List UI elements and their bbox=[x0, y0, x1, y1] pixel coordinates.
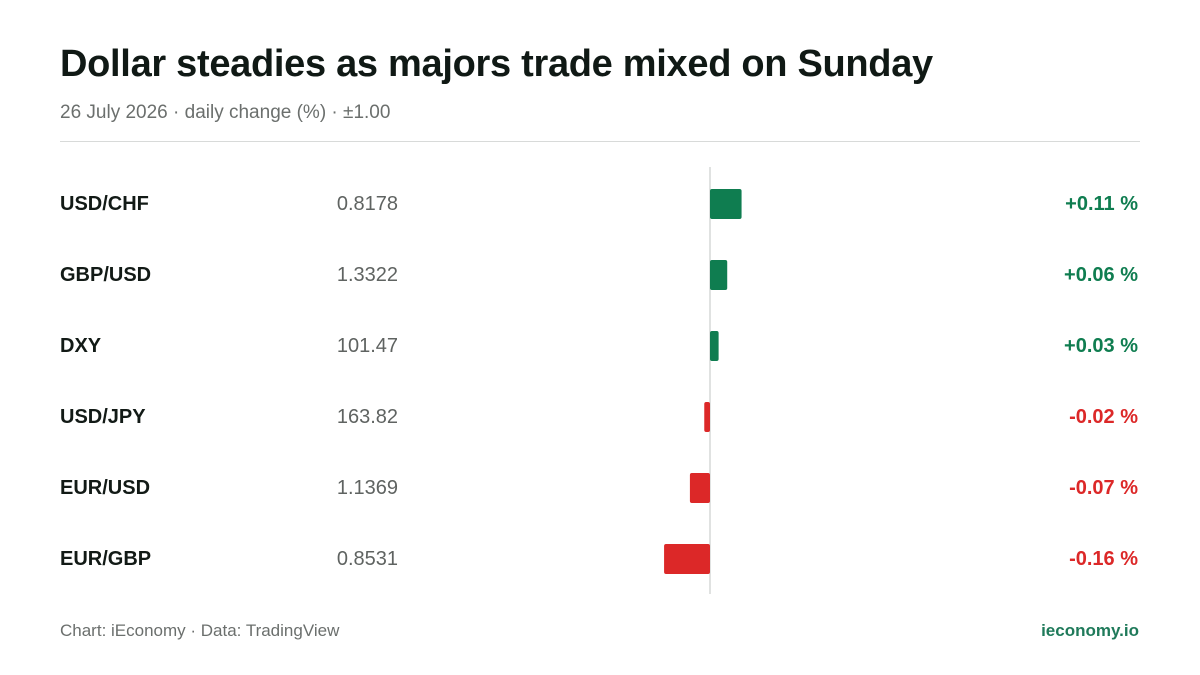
change-label: +0.06 % bbox=[1064, 264, 1138, 286]
change-label: +0.11 % bbox=[1065, 193, 1138, 215]
header-divider bbox=[60, 141, 1140, 142]
change-bar bbox=[689, 473, 710, 503]
change-label: -0.16 % bbox=[1069, 548, 1138, 570]
change-label: -0.07 % bbox=[1069, 477, 1138, 499]
chart-title: Dollar steadies as majors trade mixed on… bbox=[60, 43, 933, 85]
row-usd-jpy: USD/JPY 163.82 -0.02 % bbox=[60, 402, 1138, 432]
row-eur-gbp: EUR/GBP 0.8531 -0.16 % bbox=[60, 544, 1138, 574]
change-label: +0.03 % bbox=[1064, 335, 1138, 357]
change-label: -0.02 % bbox=[1069, 406, 1138, 428]
price-value: 163.82 bbox=[337, 406, 398, 428]
pair-label: DXY bbox=[60, 335, 102, 357]
row-usd-chf: USD/CHF 0.8178 +0.11 % bbox=[60, 189, 1138, 219]
footer-source: Chart: iEconomy · Data: TradingView bbox=[60, 621, 340, 640]
chart-rows: USD/CHF 0.8178 +0.11 % GBP/USD 1.3322 +0.06 %… bbox=[60, 189, 1138, 574]
pair-label: EUR/GBP bbox=[60, 548, 151, 570]
row-eur-usd: EUR/USD 1.1369 -0.07 % bbox=[60, 473, 1138, 503]
price-value: 1.1369 bbox=[337, 477, 398, 499]
pair-label: EUR/USD bbox=[60, 477, 150, 499]
change-bar bbox=[710, 260, 728, 290]
pair-label: USD/CHF bbox=[60, 193, 149, 215]
pair-label: GBP/USD bbox=[60, 264, 151, 286]
price-value: 101.47 bbox=[337, 335, 398, 357]
change-bar bbox=[704, 402, 710, 432]
price-value: 1.3322 bbox=[337, 264, 398, 286]
footer-brand-link[interactable]: ieconomy.io bbox=[1041, 621, 1139, 640]
row-dxy: DXY 101.47 +0.03 % bbox=[60, 331, 1138, 361]
pair-label: USD/JPY bbox=[60, 406, 146, 428]
price-value: 0.8531 bbox=[337, 548, 398, 570]
change-bar bbox=[710, 331, 719, 361]
price-value: 0.8178 bbox=[337, 193, 398, 215]
row-gbp-usd: GBP/USD 1.3322 +0.06 % bbox=[60, 260, 1138, 290]
chart-subtitle: 26 July 2026 · daily change (%) · ±1.00 bbox=[60, 102, 391, 123]
change-bar bbox=[710, 189, 742, 219]
change-bar bbox=[664, 544, 710, 574]
